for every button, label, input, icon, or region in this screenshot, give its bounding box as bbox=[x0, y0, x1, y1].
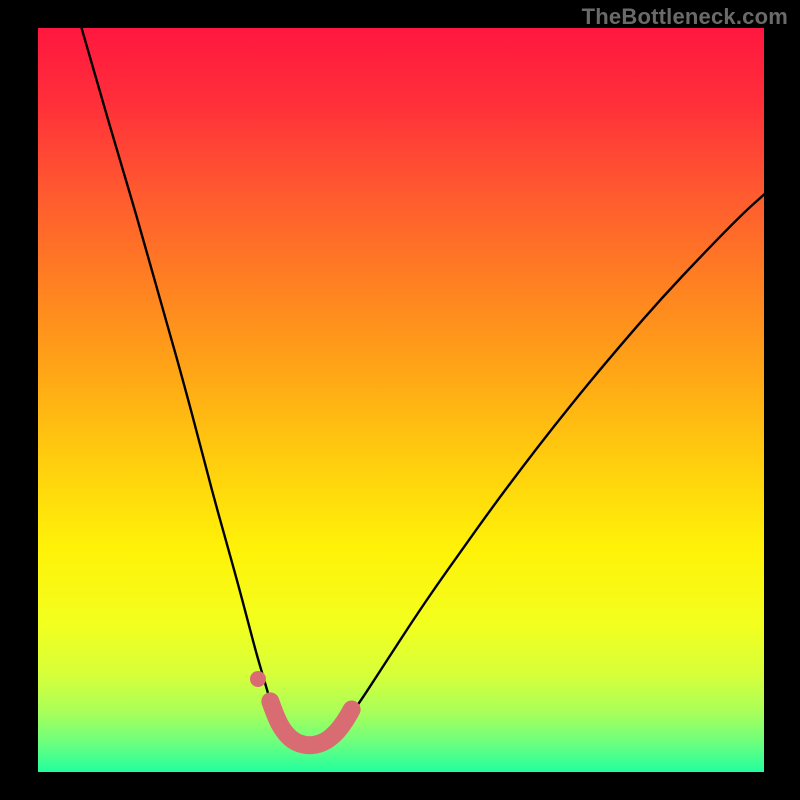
chart-container: TheBottleneck.com bbox=[0, 0, 800, 800]
watermark-label: TheBottleneck.com bbox=[582, 4, 788, 30]
overlay-dot bbox=[250, 671, 266, 687]
plot-background bbox=[38, 28, 764, 772]
chart-svg bbox=[0, 0, 800, 800]
